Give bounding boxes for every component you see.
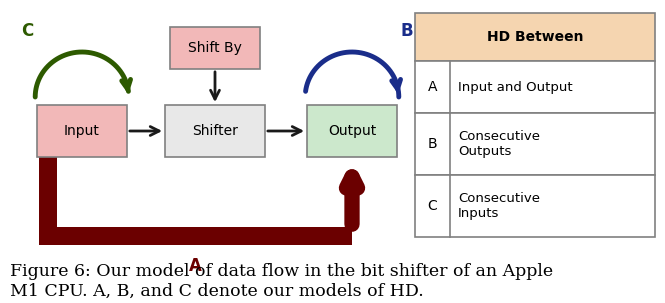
Bar	[39, 157, 57, 245]
Text: Consecutive
Inputs: Consecutive Inputs	[458, 192, 540, 220]
Bar	[415, 113, 655, 175]
FancyBboxPatch shape	[170, 27, 260, 69]
Text: Shifter: Shifter	[192, 124, 238, 138]
Bar	[39, 227, 352, 245]
Bar	[415, 175, 655, 237]
FancyBboxPatch shape	[37, 105, 127, 157]
Text: C: C	[428, 199, 438, 213]
Text: Output: Output	[328, 124, 376, 138]
FancyBboxPatch shape	[165, 105, 265, 157]
FancyBboxPatch shape	[307, 105, 397, 157]
Text: C: C	[21, 22, 33, 40]
Text: HD Between: HD Between	[487, 30, 583, 44]
Text: Input and Output: Input and Output	[458, 81, 573, 94]
Text: Shift By: Shift By	[188, 41, 242, 55]
Text: Input: Input	[64, 124, 100, 138]
Text: B: B	[428, 137, 438, 151]
Text: Figure 6: Our model of data flow in the bit shifter of an Apple
M1 CPU. A, B, an: Figure 6: Our model of data flow in the …	[10, 263, 553, 300]
Text: B: B	[400, 22, 413, 40]
Text: A: A	[428, 80, 438, 94]
Bar	[415, 13, 655, 61]
Text: A: A	[189, 257, 202, 275]
Text: Consecutive
Outputs: Consecutive Outputs	[458, 130, 540, 158]
Bar	[415, 61, 655, 113]
